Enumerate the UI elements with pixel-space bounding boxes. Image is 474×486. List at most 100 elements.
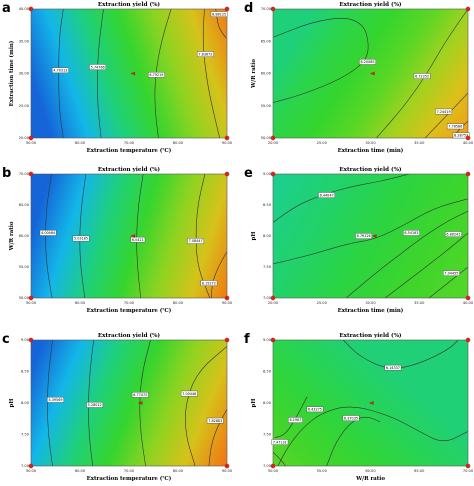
chart-title: Extraction yield (%) bbox=[98, 1, 160, 8]
contour-line bbox=[384, 232, 468, 298]
x-tick-label: 35.00 bbox=[414, 301, 425, 305]
x-tick-label: 40.00 bbox=[463, 301, 474, 305]
y-axis-label: pH bbox=[251, 399, 257, 408]
x-axis-label: Extraction time (min) bbox=[338, 307, 404, 314]
plot-frame bbox=[30, 339, 228, 467]
contour-line bbox=[273, 18, 369, 103]
contour-label: 6.0421 bbox=[130, 236, 146, 243]
svg-text:7.00446: 7.00446 bbox=[182, 392, 196, 396]
contour-label: 7.00446 bbox=[180, 390, 198, 397]
x-axis-label: W/R ratio bbox=[355, 476, 385, 482]
contour-label: 8.15272 bbox=[200, 280, 218, 286]
y-axis-label: W/R ratio bbox=[9, 221, 15, 251]
design-point-marker bbox=[224, 171, 230, 177]
contour-line bbox=[45, 174, 53, 298]
y-tick-label: 8.50 bbox=[263, 370, 272, 374]
svg-text:5.74766: 5.74766 bbox=[91, 65, 105, 69]
contour-label: 6.14337 bbox=[384, 364, 402, 371]
design-point-marker bbox=[224, 337, 230, 343]
svg-text:7.83672: 7.83672 bbox=[198, 52, 212, 56]
design-point-marker bbox=[465, 337, 471, 343]
contour-line bbox=[215, 9, 227, 39]
contour-line bbox=[274, 396, 308, 438]
design-point-marker bbox=[224, 463, 230, 469]
svg-text:4.00464: 4.00464 bbox=[41, 231, 55, 235]
x-tick-label: 80.00 bbox=[173, 469, 184, 473]
y-tick-label: 7.00 bbox=[263, 296, 272, 300]
svg-text:6.37035: 6.37035 bbox=[344, 416, 358, 420]
x-tick-label: 35.00 bbox=[414, 141, 425, 145]
surface-fill bbox=[31, 340, 227, 466]
x-axis-label: Extraction temperature (℃) bbox=[87, 147, 172, 154]
contour-label: 6.37035 bbox=[342, 415, 360, 421]
contour-label: 8.88125 bbox=[210, 11, 228, 17]
contour-panel-b: 4.00464 5.03185 6.0421 7.08447 8.15272 b Extra… bbox=[2, 166, 233, 314]
contour-line bbox=[79, 174, 87, 298]
y-tick-label: 9.00 bbox=[263, 172, 272, 176]
contour-line bbox=[136, 174, 144, 298]
y-axis-label: Extraction time (min) bbox=[8, 40, 15, 106]
y-tick-label: 8.00 bbox=[21, 401, 30, 405]
y-tick-label: 60.00 bbox=[19, 234, 30, 238]
x-tick-label: 60.00 bbox=[75, 141, 86, 145]
contour-line bbox=[273, 451, 286, 466]
contour-line bbox=[428, 266, 468, 298]
design-point-marker bbox=[28, 463, 34, 469]
x-tick-label: 60.00 bbox=[365, 469, 376, 473]
center-point-marker bbox=[370, 71, 375, 76]
x-tick-label: 70.00 bbox=[124, 469, 135, 473]
chart-title: Extraction yield (%) bbox=[339, 1, 401, 8]
x-tick-label: 90.00 bbox=[222, 301, 233, 305]
contour-line bbox=[376, 9, 468, 138]
x-tick-label: 70.00 bbox=[463, 469, 474, 473]
center-point-marker bbox=[130, 71, 136, 76]
panel-label: b bbox=[2, 166, 11, 181]
y-axis-label: pH bbox=[251, 232, 257, 241]
y-axis-label: W/R ratio bbox=[251, 59, 257, 89]
svg-text:7.82883: 7.82883 bbox=[208, 419, 222, 423]
y-tick-label: 55.00 bbox=[19, 265, 30, 269]
design-point-marker bbox=[465, 135, 471, 141]
contour-line bbox=[424, 92, 468, 138]
contour-label: 5.74766 bbox=[89, 64, 106, 70]
svg-text:7.08447: 7.08447 bbox=[189, 239, 203, 243]
center-point-marker bbox=[371, 234, 377, 238]
y-tick-label: 7.50 bbox=[263, 265, 272, 269]
y-tick-label: 35.00 bbox=[19, 39, 30, 43]
x-tick-label: 90.00 bbox=[222, 469, 233, 473]
y-tick-label: 65.00 bbox=[261, 39, 272, 43]
svg-text:6.0421: 6.0421 bbox=[132, 238, 144, 242]
svg-text:6.14337: 6.14337 bbox=[386, 366, 400, 370]
contour-line bbox=[88, 340, 95, 466]
y-tick-label: 50.00 bbox=[19, 296, 30, 300]
design-point-marker bbox=[270, 295, 276, 301]
y-tick-label: 70.00 bbox=[261, 7, 272, 11]
contour-label: 5.03185 bbox=[72, 235, 90, 242]
x-tick-label: 55.00 bbox=[317, 469, 328, 473]
contour-line bbox=[58, 9, 64, 138]
contour-label: 5.28012 bbox=[86, 402, 104, 408]
svg-text:8.15272: 8.15272 bbox=[202, 281, 216, 285]
y-tick-label: 65.00 bbox=[19, 203, 30, 207]
svg-text:7.04455: 7.04455 bbox=[444, 271, 458, 275]
design-point-marker bbox=[28, 295, 34, 301]
contour-label: 4.00464 bbox=[39, 230, 57, 236]
chart-title: Extraction yield (%) bbox=[98, 166, 160, 173]
contour-label: 6.79219 bbox=[148, 72, 165, 78]
design-point-marker bbox=[28, 135, 34, 141]
contour-label: 6.54163 bbox=[403, 230, 420, 236]
design-point-marker bbox=[270, 463, 276, 469]
center-point-marker bbox=[137, 401, 143, 405]
contour-label: 6.43275 bbox=[306, 406, 324, 413]
center-point-marker bbox=[369, 401, 374, 405]
x-tick-label: 30.00 bbox=[365, 301, 376, 305]
contour-line bbox=[277, 406, 468, 466]
contour-label: 8.28753 bbox=[452, 132, 470, 139]
x-tick-label: 50.00 bbox=[26, 141, 37, 145]
contour-line bbox=[139, 340, 151, 466]
svg-text:5.28012: 5.28012 bbox=[88, 403, 102, 407]
plot-frame bbox=[30, 8, 228, 139]
y-tick-label: 70.00 bbox=[19, 172, 30, 176]
y-tick-label: 30.00 bbox=[19, 72, 30, 76]
svg-text:6.79219: 6.79219 bbox=[149, 73, 163, 77]
